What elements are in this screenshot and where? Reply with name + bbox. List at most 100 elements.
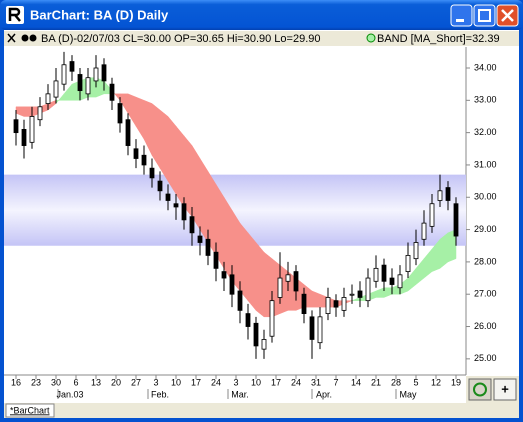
y-tick-label: 30.00: [474, 192, 497, 202]
month-label: Jan.03: [56, 389, 83, 399]
x-tick-label: 16: [11, 377, 21, 387]
y-tick-label: 26.00: [474, 321, 497, 331]
candle-body: [133, 148, 139, 159]
x-tick-label: 12: [431, 377, 441, 387]
quote-info: BA (D)-02/07/03 CL=30.00 OP=30.65 Hi=30.…: [41, 33, 320, 45]
candle-body: [197, 235, 203, 243]
x-tick-label: 17: [191, 377, 201, 387]
maximize-button[interactable]: [473, 4, 496, 27]
month-label: May: [399, 389, 417, 399]
y-tick-label: 31.00: [474, 159, 497, 169]
candle-body: [429, 203, 435, 227]
candle-body: [117, 103, 123, 124]
candle-body: [325, 297, 331, 315]
x-tick-label: 5: [413, 377, 418, 387]
x-tick-label: 31: [311, 377, 321, 387]
add-button[interactable]: [493, 378, 517, 401]
y-tick-label: 33.00: [474, 95, 497, 105]
x-tick-label: 23: [31, 377, 41, 387]
ma-band: [223, 196, 233, 283]
candle-body: [221, 271, 227, 279]
x-tick-label: 30: [51, 377, 61, 387]
app-icon-glyph: [8, 7, 21, 22]
candle-body: [445, 187, 451, 201]
candle-body: [261, 339, 267, 350]
x-tick-label: 21: [371, 377, 381, 387]
candle-body: [165, 193, 171, 201]
ma-band: [175, 125, 185, 208]
candle-body: [301, 293, 307, 315]
candle-body: [349, 293, 355, 296]
candle-body: [309, 316, 315, 340]
y-tick-label: 28.00: [474, 256, 497, 266]
candle-body: [109, 83, 115, 101]
candle-body: [357, 290, 363, 298]
candle-body: [61, 64, 67, 85]
candle-body: [333, 300, 339, 308]
x-tick-label: 27: [131, 377, 141, 387]
info-close[interactable]: [7, 33, 16, 43]
x-tick-label: 20: [111, 377, 121, 387]
refresh-button[interactable]: [468, 378, 492, 401]
candle-body: [77, 74, 83, 92]
candle-body: [149, 167, 155, 179]
x-tick-label: 19: [451, 377, 461, 387]
y-tick-label: 27.00: [474, 289, 497, 299]
candle-body: [421, 222, 427, 240]
candle-body: [93, 67, 99, 82]
x-tick-label: 3: [233, 377, 238, 387]
candle-body: [101, 64, 107, 82]
ma-band: [23, 106, 33, 117]
candle-body: [213, 251, 219, 269]
ma-band: [239, 222, 249, 302]
y-tick-label: 34.00: [474, 62, 497, 72]
minimize-button[interactable]: [450, 4, 473, 27]
candle-body: [229, 274, 235, 295]
candle-body: [37, 106, 43, 121]
candle-body: [269, 300, 275, 337]
candle-body: [437, 190, 443, 201]
candle-body: [453, 203, 459, 237]
candle-body: [45, 93, 51, 104]
x-tick-label: 24: [211, 377, 221, 387]
candle-body: [237, 290, 243, 311]
x-tick-label: 6: [73, 377, 78, 387]
candle-body: [125, 119, 131, 146]
y-tick-label: 29.00: [474, 224, 497, 234]
candle-body: [293, 271, 299, 292]
close-button[interactable]: [496, 4, 519, 27]
candle-body: [189, 216, 195, 234]
candle-body: [253, 322, 259, 347]
scrollbar: [4, 403, 519, 418]
add-button-label[interactable]: +: [501, 381, 509, 396]
window-title: BarChart: BA (D) Daily: [30, 7, 169, 22]
candle-body: [285, 274, 291, 282]
ma-band: [247, 232, 257, 312]
candle-body: [173, 203, 179, 208]
candle-body: [157, 180, 163, 192]
month-label: Feb.: [151, 389, 169, 399]
month-label: Mar.: [231, 389, 249, 399]
candle-body: [373, 267, 379, 282]
candle-body: [21, 129, 27, 146]
x-tick-label: 24: [291, 377, 301, 387]
ma-band: [447, 229, 457, 263]
ma-band: [159, 109, 169, 182]
candle-body: [277, 277, 283, 298]
x-tick-label: 3: [153, 377, 158, 387]
x-tick-label: 28: [391, 377, 401, 387]
candle-body: [365, 277, 371, 302]
x-tick-label: 13: [91, 377, 101, 387]
candle-body: [13, 119, 19, 134]
candle-body: [389, 277, 395, 285]
candle-body: [245, 313, 251, 327]
candle-body: [405, 255, 411, 272]
y-tick-label: 25.00: [474, 353, 497, 363]
ma-band: [255, 241, 265, 318]
tab-label[interactable]: *BarChart: [10, 405, 50, 415]
marker: [366, 33, 376, 43]
candle-body: [29, 116, 35, 143]
y-tick-label: 32.00: [474, 127, 497, 137]
tab[interactable]: [5, 403, 55, 418]
title-bar: [0, 0, 523, 30]
